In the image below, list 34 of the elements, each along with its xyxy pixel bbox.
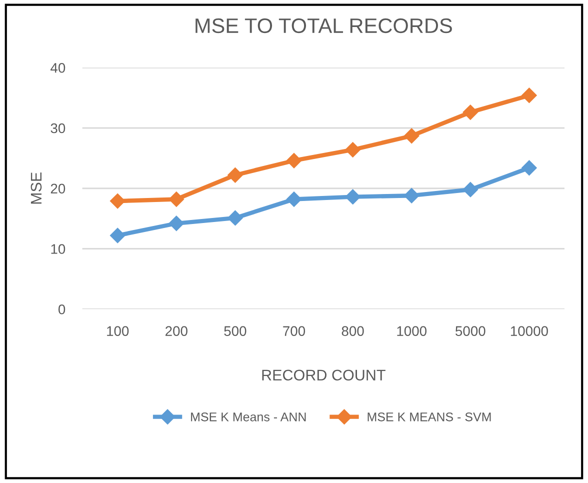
y-tick-label: 0 bbox=[58, 304, 66, 314]
x-tick-label: 10000 bbox=[510, 326, 548, 336]
point bbox=[522, 160, 537, 176]
y-tick-label: 40 bbox=[50, 62, 66, 73]
point bbox=[404, 188, 420, 204]
x-tick-label: 800 bbox=[342, 326, 364, 336]
x-tick-label: 500 bbox=[224, 326, 246, 336]
point bbox=[110, 228, 126, 244]
legend-label: MSE K MEANS - SVM bbox=[368, 412, 491, 422]
x-tick-label: 700 bbox=[283, 326, 306, 336]
point bbox=[110, 193, 126, 209]
x-tick-label: 200 bbox=[166, 326, 188, 336]
chart-title: MSE TO TOTAL RECORDS bbox=[196, 18, 452, 34]
x-tick-label: 1000 bbox=[397, 326, 427, 336]
point bbox=[168, 216, 184, 231]
y-tick-label: 10 bbox=[51, 244, 66, 254]
y-tick-label: 30 bbox=[50, 123, 66, 134]
point bbox=[522, 88, 537, 103]
point bbox=[286, 153, 302, 168]
point bbox=[404, 128, 420, 144]
y-axis-title: MSE bbox=[30, 172, 42, 204]
point bbox=[286, 192, 302, 207]
y-tick-label: 20 bbox=[50, 184, 66, 194]
x-tick-label: 5000 bbox=[456, 326, 486, 336]
x-tick-label: 100 bbox=[107, 326, 129, 336]
x-axis-title: RECORD COUNT bbox=[262, 370, 386, 381]
point bbox=[462, 182, 478, 198]
point bbox=[228, 168, 243, 183]
point bbox=[168, 192, 184, 207]
point bbox=[462, 104, 478, 120]
point bbox=[345, 189, 360, 204]
point bbox=[228, 210, 243, 226]
point bbox=[345, 142, 360, 158]
legend-label: MSE K Means - ANN bbox=[191, 412, 306, 422]
